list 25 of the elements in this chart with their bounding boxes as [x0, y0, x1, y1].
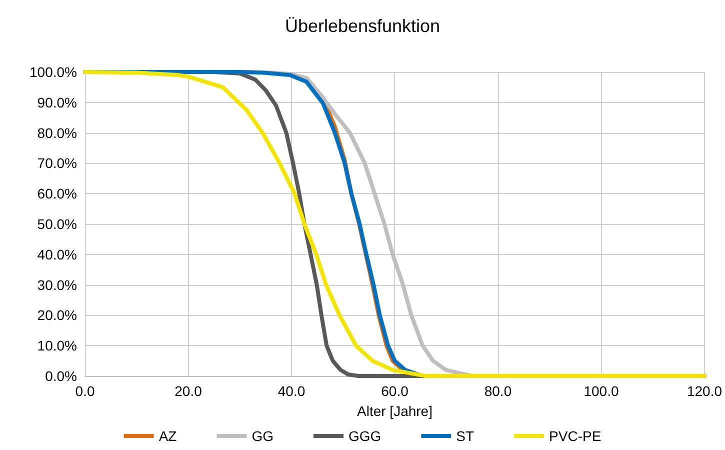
y-tick-label: 100.0%: [30, 64, 77, 80]
legend-label: GG: [252, 428, 274, 444]
y-tick-label: 0.0%: [45, 368, 77, 384]
x-tick-label: 40.0: [278, 383, 306, 399]
legend-label: GGG: [348, 428, 382, 444]
y-tick-label: 40.0%: [37, 246, 77, 262]
x-tick-label: 0.0: [75, 383, 95, 399]
y-tick-label: 80.0%: [37, 124, 77, 141]
x-tick-label: 20.0: [174, 383, 202, 399]
y-tick-label: 10.0%: [37, 338, 77, 354]
y-tick-label: 20.0%: [37, 307, 77, 324]
y-tick-label: 30.0%: [37, 276, 77, 293]
y-tick-label: 60.0%: [37, 186, 77, 202]
x-tick-label: 100.0: [584, 383, 619, 399]
legend-label: PVC-PE: [549, 428, 602, 444]
x-axis-title: Alter [Jahre]: [357, 403, 432, 419]
chart-title: Überlebensfunktion: [284, 16, 440, 36]
y-tick-label: 90.0%: [37, 94, 77, 110]
y-tick-label: 50.0%: [37, 216, 77, 232]
legend-label: AZ: [158, 428, 178, 444]
x-tick-label: 80.0: [484, 383, 512, 399]
legend-label: ST: [456, 428, 474, 444]
x-tick-label: 60.0: [381, 383, 409, 399]
x-tick-label: 120.0: [686, 383, 722, 399]
y-tick-label: 70.0%: [37, 155, 77, 172]
